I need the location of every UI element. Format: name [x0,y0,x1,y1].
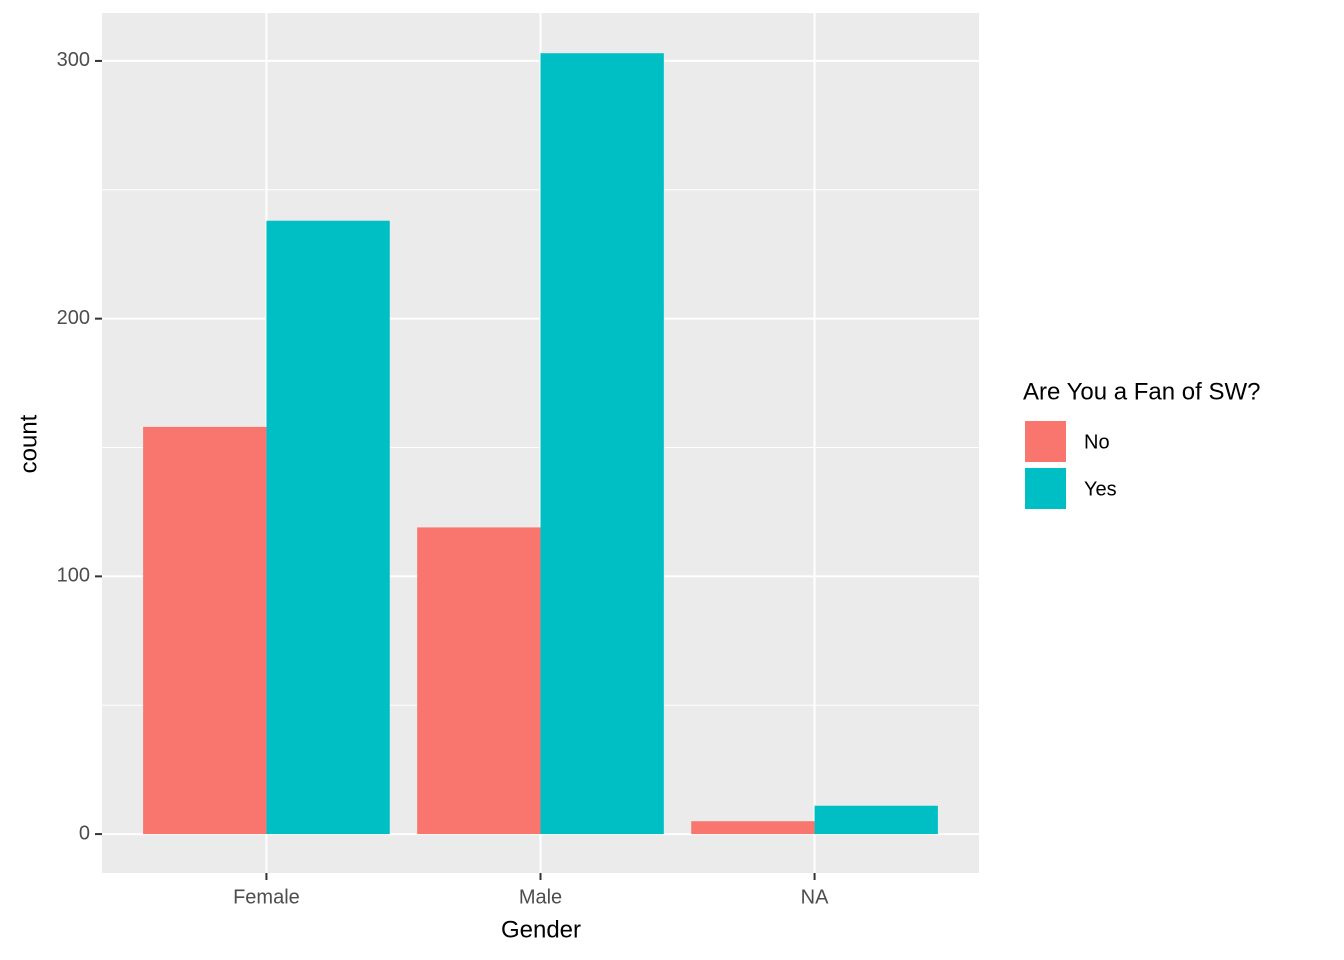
x-tick-label: Female [233,886,300,908]
legend-title: Are You a Fan of SW? [1023,378,1260,405]
y-tick-label: 300 [57,49,90,71]
bar [143,426,267,835]
x-tick-label: Male [519,886,562,908]
bar [814,805,938,835]
legend-label: Yes [1084,478,1117,500]
y-axis-title: count [15,414,42,473]
x-axis-title: Gender [501,916,581,943]
y-tick-label: 0 [79,822,90,844]
bar [417,527,541,835]
bar [691,821,815,835]
bar [540,53,664,835]
legend-key [1023,466,1068,511]
x-tick-label: NA [801,886,829,908]
legend-label: No [1084,431,1110,453]
bar [266,220,390,835]
y-tick-label: 200 [57,307,90,329]
legend-key [1023,419,1068,464]
y-tick-label: 100 [57,565,90,587]
